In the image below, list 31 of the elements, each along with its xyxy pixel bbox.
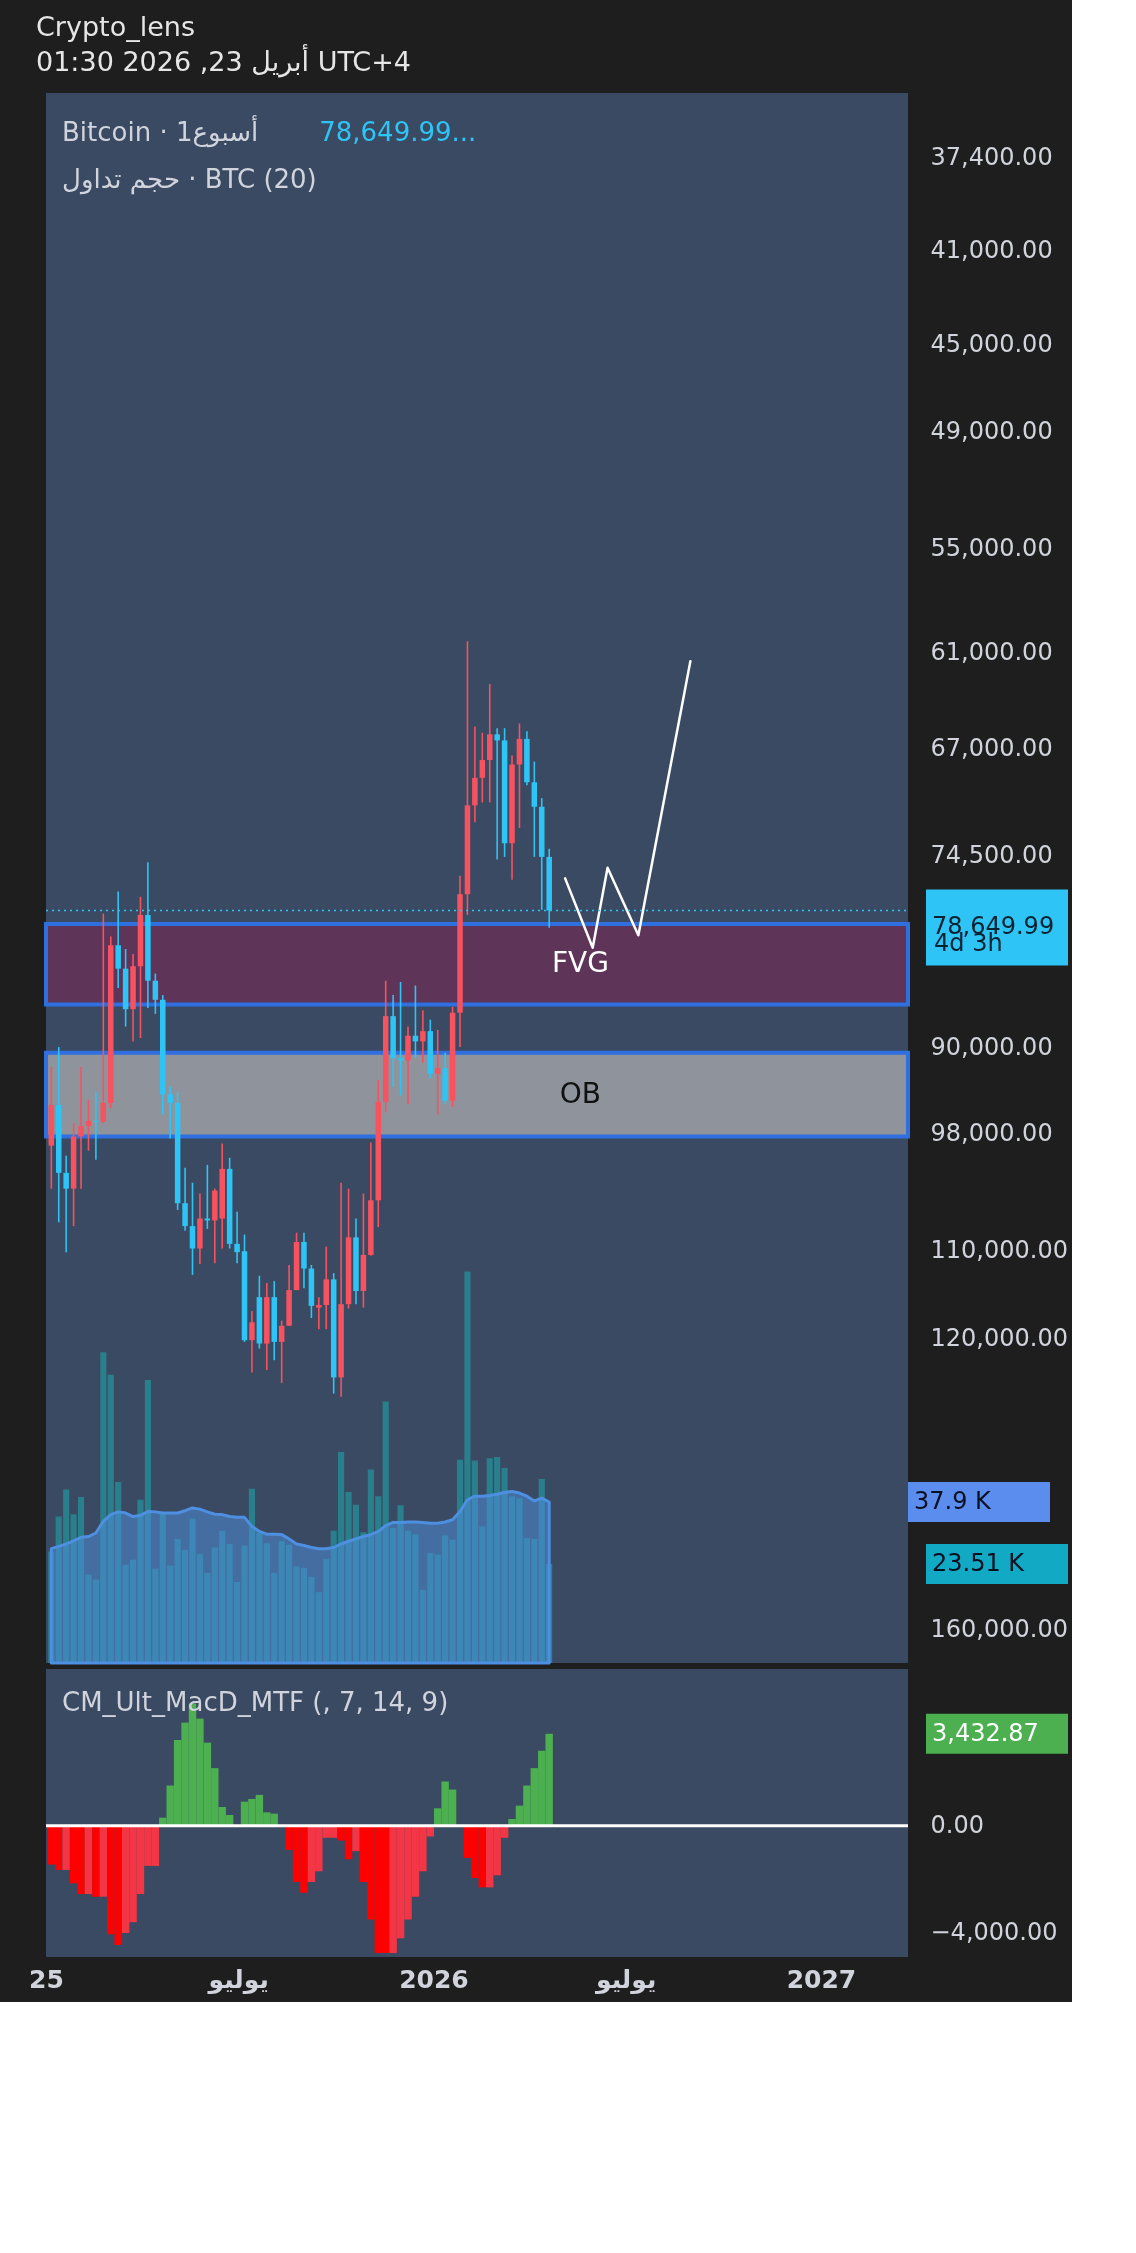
text: 23.51 K [932, 1548, 1026, 1577]
y-tick-label: 41,000.00 [930, 235, 1053, 264]
y-tick-label: 37,400.00 [930, 142, 1053, 171]
y-tick-label: 67,000.00 [930, 733, 1053, 762]
y-tick-label: 110,000.00 [930, 1235, 1068, 1264]
y-tick-label: 0.00 [930, 1811, 984, 1840]
x-tick-label: 2027 [786, 1964, 857, 1994]
y-tick-label: 120,000.00 [930, 1324, 1068, 1353]
x-tick-label: يوليو [206, 1964, 269, 1995]
band-label: OB [559, 1076, 602, 1110]
text: CM_Ult_MacD_MTF (, 7, 14, 9) [62, 1687, 449, 1717]
text: 37.9 K [914, 1487, 993, 1516]
chart-title: حجم تداول · BTC (20) [62, 164, 317, 195]
y-tick-label: 74,500.00 [930, 841, 1053, 870]
annotation: Bitcoin · 1أسبوع [62, 114, 259, 148]
y-tick-label: 61,000.00 [930, 638, 1053, 667]
chart-title: Crypto_lens [36, 11, 195, 42]
chart-subtitle: 01:30 2026 ,23 أبريل UTC+4 [36, 43, 412, 78]
annotation: 78,649.99... [319, 117, 477, 147]
y-tick-label: 160,000.00 [930, 1615, 1068, 1644]
x-tick-label: يوليو [593, 1964, 657, 1995]
text: 3,432.87 [932, 1718, 1039, 1747]
y-tick-label: 90,000.00 [930, 1032, 1053, 1061]
band-label: FVG [551, 946, 609, 980]
y-tick-label: 49,000.00 [930, 416, 1053, 445]
y-tick-label: 45,000.00 [930, 330, 1053, 359]
x-tick-label: 25 [29, 1964, 64, 1994]
y-tick-label: −4,000.00 [930, 1918, 1058, 1947]
x-tick-label: 2026 [399, 1964, 469, 1994]
y-tick-label: 98,000.00 [930, 1118, 1053, 1147]
y-tick-label: 55,000.00 [930, 533, 1053, 562]
